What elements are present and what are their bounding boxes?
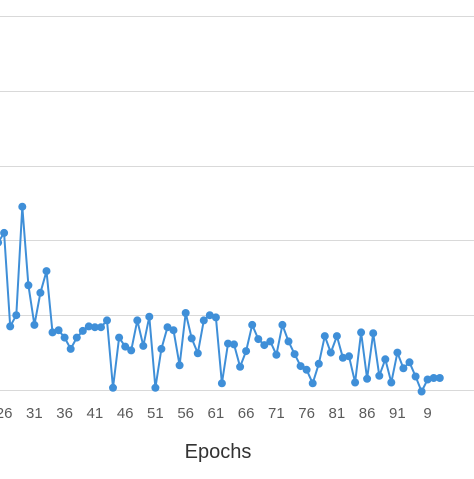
data-point [42,267,51,276]
data-point [284,337,293,346]
x-tick-label: 66 [238,405,255,422]
data-point [205,311,214,320]
data-point [103,316,111,325]
data-point [30,320,39,329]
data-point [66,344,75,353]
x-tick-label: 56 [177,405,194,422]
data-point [332,332,341,341]
data-point [18,202,27,211]
data-point [405,358,414,367]
data-point [157,344,166,353]
x-tick-label: 81 [329,405,346,422]
data-point [302,365,311,374]
data-point [72,333,81,342]
data-point [181,309,190,317]
data-point [375,371,384,380]
x-tick-label: 41 [87,405,104,422]
data-point [24,281,33,290]
x-axis-label: Epochs [185,441,252,463]
data-point [54,326,63,335]
data-point [411,372,420,381]
x-tick-label: 76 [298,405,315,422]
data-point [151,383,160,392]
data-point [326,348,335,357]
data-point [193,349,202,358]
data-point [236,362,245,371]
series-line-group [0,205,440,393]
data-point [308,379,317,388]
data-point [211,313,220,322]
x-tick-label: 61 [208,405,225,422]
data-point [314,359,323,368]
data-point [290,350,299,359]
x-tick-label: 9 [423,405,431,422]
data-point [187,334,196,343]
x-tick-label: 26 [0,405,12,422]
x-tick-label: 31 [26,405,43,422]
data-point [242,347,251,356]
data-point [363,374,372,383]
data-point [60,333,69,342]
data-point [97,323,105,332]
data-point [0,239,3,247]
data-point [338,353,347,362]
data-point [435,374,444,382]
data-point [217,379,226,388]
x-tick-labels: 26 31 36 41 46 51 56 61 66 71 76 81 86 91 9 [0,405,432,422]
data-point [357,328,366,337]
data-point [224,339,232,348]
data-point [230,340,238,349]
data-point [90,323,99,332]
data-point [423,375,432,384]
data-point [381,355,390,364]
x-tick-label: 51 [147,405,164,422]
x-tick-label: 86 [359,405,376,422]
data-point [199,316,208,325]
series-markers [0,202,444,396]
data-point [278,320,287,329]
data-point [369,329,378,338]
data-point [127,346,136,355]
data-point [145,312,154,321]
data-point [48,328,57,337]
data-point [429,374,438,382]
data-point [139,341,148,350]
data-point [266,337,275,346]
data-point [320,332,329,341]
data-point [345,352,353,361]
data-point [248,320,257,329]
data-point [387,378,396,387]
x-tick-label: 36 [56,405,73,422]
data-point [393,348,402,357]
data-point [0,228,9,237]
data-point [12,311,21,320]
data-point [175,361,184,370]
data-point [84,322,93,331]
data-point [133,316,142,325]
x-tick-label: 71 [268,405,285,422]
data-point [115,333,124,342]
data-point [78,326,87,335]
data-point [121,342,130,351]
data-point [163,323,172,332]
gridlines [0,16,474,391]
data-point [6,322,15,331]
data-point [254,335,263,344]
data-point [169,326,178,335]
x-tick-label: 91 [389,405,406,422]
data-point [399,364,408,373]
data-point [260,341,269,350]
data-point [36,288,45,297]
data-point [296,362,305,371]
data-point [272,350,281,359]
data-point [417,387,426,396]
data-point [109,383,117,392]
x-tick-label: 46 [117,405,134,422]
data-point [351,378,360,387]
series-line [0,205,440,393]
